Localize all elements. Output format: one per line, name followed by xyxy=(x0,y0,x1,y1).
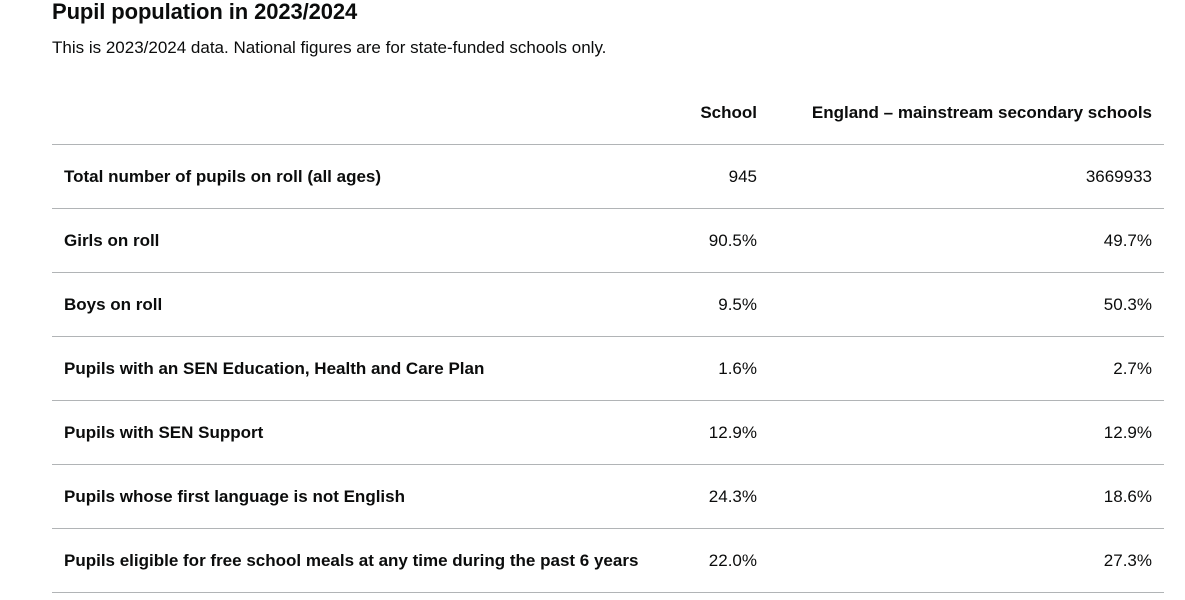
header-school: School xyxy=(700,103,757,122)
row-england-value: 50.3% xyxy=(1103,295,1152,314)
header-england: England – mainstream secondary schools xyxy=(811,103,1152,122)
table-header-row: School England – mainstream secondary sc… xyxy=(52,81,1164,145)
row-england-value: 18.6% xyxy=(1103,487,1152,506)
table-row: Total number of pupils on roll (all ages… xyxy=(52,145,1164,209)
table-row: Girls on roll 90.5% 49.7% xyxy=(52,209,1164,273)
row-label: Pupils whose first language is not Engli… xyxy=(64,487,405,506)
row-school-value: 12.9% xyxy=(708,423,757,442)
section-subtitle: This is 2023/2024 data. National figures… xyxy=(52,38,607,57)
row-school-value: 945 xyxy=(728,167,757,186)
section-title: Pupil population in 2023/2024 xyxy=(52,0,358,24)
table-row: Pupils with SEN Support 12.9% 12.9% xyxy=(52,401,1164,465)
row-label: Pupils eligible for free school meals at… xyxy=(64,551,639,570)
row-england-value: 3669933 xyxy=(1085,167,1152,186)
table-row: Boys on roll 9.5% 50.3% xyxy=(52,273,1164,337)
row-label: Boys on roll xyxy=(64,295,163,314)
table-row: Pupils eligible for free school meals at… xyxy=(52,529,1164,593)
row-label: Pupils with SEN Support xyxy=(64,423,264,442)
row-label: Total number of pupils on roll (all ages… xyxy=(64,167,382,186)
pupil-population-table: School England – mainstream secondary sc… xyxy=(52,81,1164,593)
row-school-value: 9.5% xyxy=(718,295,757,314)
row-label: Girls on roll xyxy=(64,231,160,250)
row-england-value: 49.7% xyxy=(1103,231,1152,250)
row-england-value: 27.3% xyxy=(1103,551,1152,570)
row-england-value: 12.9% xyxy=(1103,423,1152,442)
row-school-value: 90.5% xyxy=(708,231,757,250)
row-school-value: 22.0% xyxy=(708,551,757,570)
row-england-value: 2.7% xyxy=(1113,359,1152,378)
row-school-value: 24.3% xyxy=(708,487,757,506)
table-row: Pupils whose first language is not Engli… xyxy=(52,465,1164,529)
table-row: Pupils with an SEN Education, Health and… xyxy=(52,337,1164,401)
row-school-value: 1.6% xyxy=(718,359,757,378)
row-label: Pupils with an SEN Education, Health and… xyxy=(64,359,485,378)
